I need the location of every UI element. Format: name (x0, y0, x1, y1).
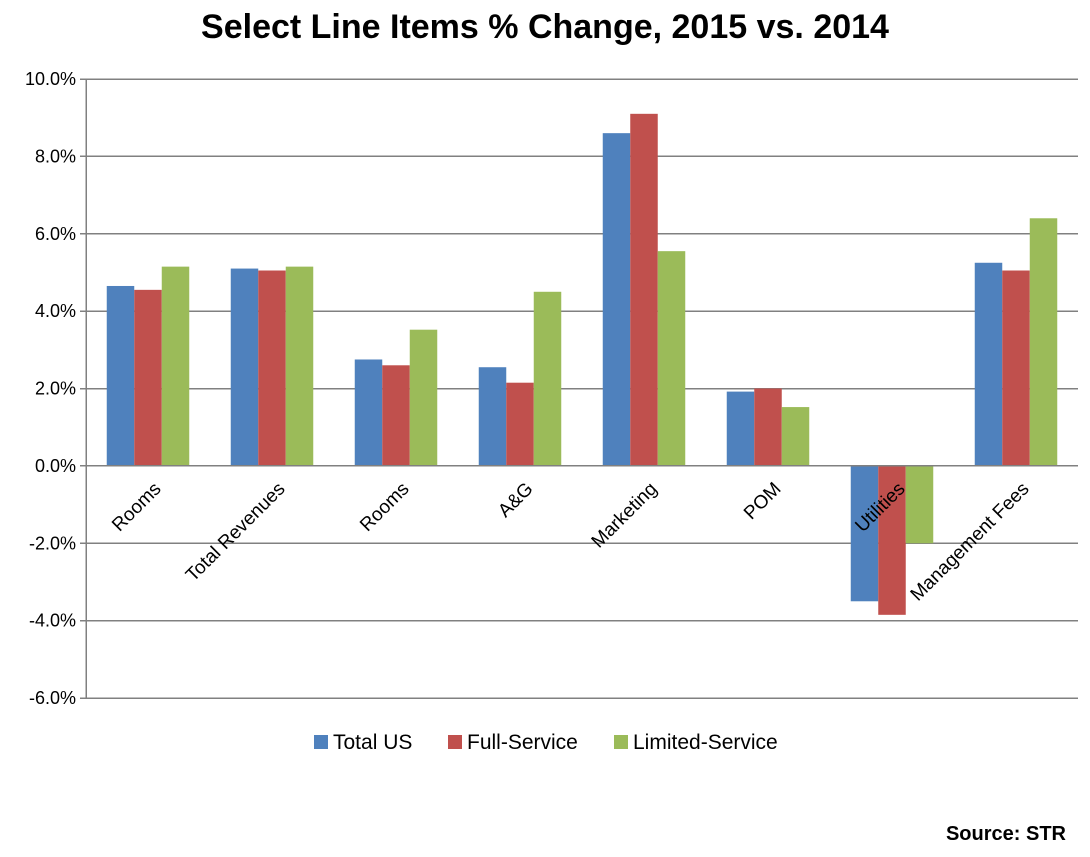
chart-title: Select Line Items % Change, 2015 vs. 201… (201, 8, 889, 46)
legend-swatch (614, 735, 628, 749)
bar-limited-service-6 (905, 465, 934, 544)
category-label: Rooms (108, 479, 165, 536)
bar-limited-service-5 (781, 407, 810, 466)
legend: Total US Full-Service Limited-Service (314, 731, 778, 754)
bar-limited-service-3 (533, 291, 562, 466)
bar-total-us-1 (230, 268, 259, 466)
y-tick-label: 8.0% (35, 146, 76, 166)
bar-full-service-3 (506, 382, 534, 466)
bar-total-us-3 (478, 367, 507, 466)
bar-full-service-0 (134, 289, 162, 466)
category-label: Marketing (588, 479, 662, 553)
category-label: POM (740, 479, 785, 524)
category-label: Rooms (356, 479, 413, 536)
category-label: A&G (494, 479, 537, 522)
y-tick-label: 10.0% (25, 69, 76, 89)
legend-swatch (314, 735, 328, 749)
y-axis-tick-labels: -6.0% -4.0% -2.0% 0.0% 2.0% 4.0% 6.0% 8.0% 10.0% (25, 69, 76, 708)
bar-full-service-6 (878, 465, 906, 615)
bar-limited-service-4 (657, 251, 686, 466)
legend-label: Limited-Service (633, 731, 778, 754)
y-tick-label: -2.0% (29, 533, 76, 553)
bar-limited-service-2 (409, 329, 438, 466)
bar-total-us-5 (726, 391, 755, 466)
y-tick-label: 0.0% (35, 456, 76, 476)
bar-total-us-6 (850, 465, 879, 602)
y-tick-label: 4.0% (35, 301, 76, 321)
legend-swatch (448, 735, 462, 749)
y-tick-label: 6.0% (35, 224, 76, 244)
bar-full-service-5 (754, 388, 782, 466)
bar-total-us-2 (354, 359, 383, 466)
legend-label: Total US (333, 731, 412, 754)
bar-total-us-0 (106, 285, 135, 466)
bar-full-service-4 (630, 113, 658, 466)
y-tick-label: -6.0% (29, 688, 76, 708)
legend-label: Full-Service (467, 731, 578, 754)
bar-total-us-4 (602, 133, 631, 466)
y-tick-label: -4.0% (29, 611, 76, 631)
category-label: Total Revenues (182, 479, 289, 586)
source-note: Source: STR (946, 823, 1067, 845)
bar-full-service-1 (258, 270, 286, 466)
bar-total-us-7 (974, 262, 1003, 466)
bar-limited-service-7 (1029, 218, 1058, 466)
bar-full-service-2 (382, 365, 410, 466)
bar-limited-service-1 (285, 266, 314, 466)
gridlines (80, 78, 1078, 699)
bar-limited-service-0 (161, 266, 190, 466)
y-tick-label: 2.0% (35, 379, 76, 399)
bars (106, 113, 1058, 615)
bar-full-service-7 (1002, 270, 1030, 466)
